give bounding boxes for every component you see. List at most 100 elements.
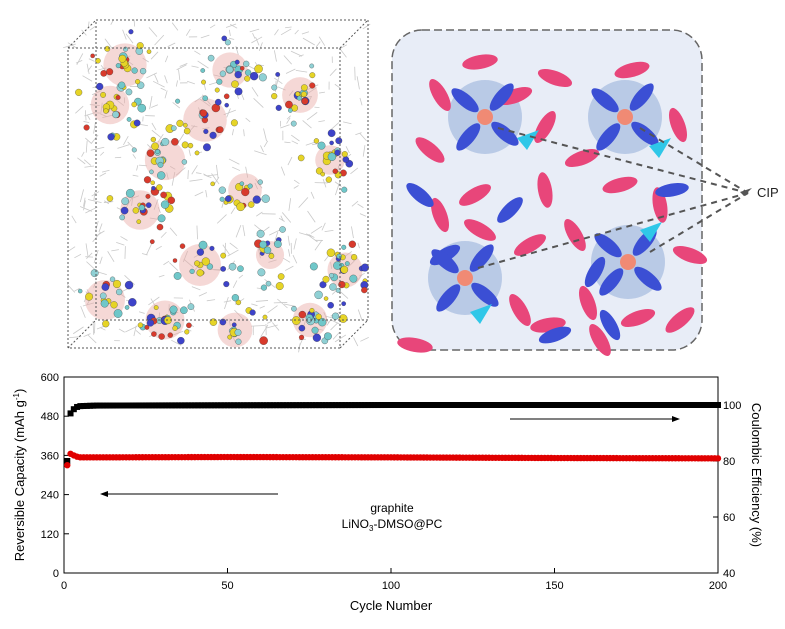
- solvent-bond: [281, 212, 292, 223]
- atom: [90, 53, 95, 59]
- atom: [247, 183, 253, 189]
- solvent-bond: [186, 80, 195, 85]
- ce-point: [237, 402, 244, 409]
- solvent-bond: [357, 203, 364, 208]
- atom: [259, 336, 268, 345]
- atom: [228, 262, 237, 271]
- series-coulombic-efficiency: [64, 402, 721, 464]
- ce-point: [541, 402, 548, 408]
- atom: [288, 108, 293, 113]
- solvent-bond: [245, 117, 251, 123]
- ce-point: [665, 402, 672, 408]
- atom: [90, 269, 99, 278]
- ce-point: [695, 402, 702, 408]
- atom: [171, 125, 177, 131]
- atom: [291, 305, 297, 312]
- solvent-bond: [228, 29, 231, 37]
- solvent-bond: [98, 67, 107, 71]
- solvent-bond: [339, 44, 348, 50]
- ce-point: [270, 402, 277, 409]
- atom: [137, 103, 147, 113]
- solvent-bond: [93, 122, 96, 134]
- atom: [110, 301, 118, 309]
- ce-point: [711, 402, 718, 408]
- ce-point: [528, 402, 535, 408]
- solvent-bond: [290, 134, 300, 142]
- ce-point: [603, 402, 610, 408]
- solvent-bond: [288, 90, 294, 96]
- ce-point: [234, 402, 241, 409]
- solvent-bond: [169, 166, 176, 170]
- ce-point: [407, 402, 414, 408]
- x-tick-label: 200: [709, 580, 727, 592]
- ce-point: [489, 402, 496, 408]
- ce-point: [515, 402, 522, 408]
- atom: [104, 45, 111, 52]
- coordinated-solvent: [629, 83, 654, 111]
- ce-point: [126, 402, 133, 409]
- atom: [351, 254, 358, 261]
- solvent-bond: [353, 337, 359, 347]
- solvent-bond: [274, 29, 279, 36]
- ce-point: [590, 402, 597, 408]
- atom: [112, 279, 122, 289]
- atom: [121, 197, 129, 206]
- solvent-bond: [209, 24, 216, 29]
- atom: [112, 111, 120, 119]
- solvent-bond: [136, 165, 139, 171]
- ce-point: [142, 402, 149, 409]
- atom: [218, 186, 226, 194]
- atom: [360, 263, 369, 272]
- atom: [202, 95, 208, 101]
- solvent-bond: [345, 146, 350, 154]
- ce-point: [623, 402, 630, 408]
- atom: [290, 120, 297, 127]
- atom: [198, 240, 208, 250]
- atom: [161, 137, 170, 146]
- atom: [115, 95, 121, 100]
- ce-point: [423, 402, 430, 408]
- atom: [83, 124, 90, 131]
- ce-point: [175, 402, 182, 409]
- solvent-bond: [351, 200, 359, 207]
- atom: [324, 332, 332, 341]
- solvent-bond: [178, 69, 181, 81]
- atom: [249, 309, 256, 316]
- ce-point: [469, 402, 476, 408]
- solvent-bond: [79, 206, 93, 212]
- atom: [201, 257, 210, 266]
- ce-point: [607, 402, 614, 408]
- solvent-bond: [350, 167, 359, 175]
- solvent-bond: [210, 268, 222, 271]
- ce-point: [172, 402, 179, 409]
- atom: [309, 82, 316, 89]
- anion-triangle: [640, 222, 662, 242]
- solvent-bond: [306, 112, 318, 121]
- solvent-bond: [228, 37, 235, 40]
- ce-point: [629, 402, 636, 408]
- ce-point: [348, 402, 355, 409]
- annotation-electrolyte: LiNO3-DMSO@PC: [342, 517, 443, 533]
- atom: [234, 87, 243, 96]
- solvent-bond: [223, 300, 232, 303]
- solvent-bond: [301, 31, 310, 35]
- ce-point: [459, 402, 466, 408]
- ce-point: [675, 402, 682, 408]
- atom: [285, 100, 293, 109]
- atom: [187, 142, 194, 149]
- ce-point: [708, 402, 715, 408]
- solvent-bond: [172, 102, 181, 109]
- solvent-bond: [255, 300, 269, 302]
- solvent-bond: [272, 322, 280, 331]
- ce-point: [162, 402, 169, 409]
- atom: [157, 171, 166, 180]
- anion-triangle: [649, 138, 671, 158]
- atom: [131, 67, 138, 74]
- atom: [315, 313, 322, 320]
- solvent-bond: [196, 225, 198, 240]
- atom: [136, 42, 144, 50]
- solvent-bond: [146, 243, 153, 256]
- ce-point: [253, 402, 260, 409]
- solvent-bond: [228, 318, 231, 327]
- atom: [291, 316, 301, 325]
